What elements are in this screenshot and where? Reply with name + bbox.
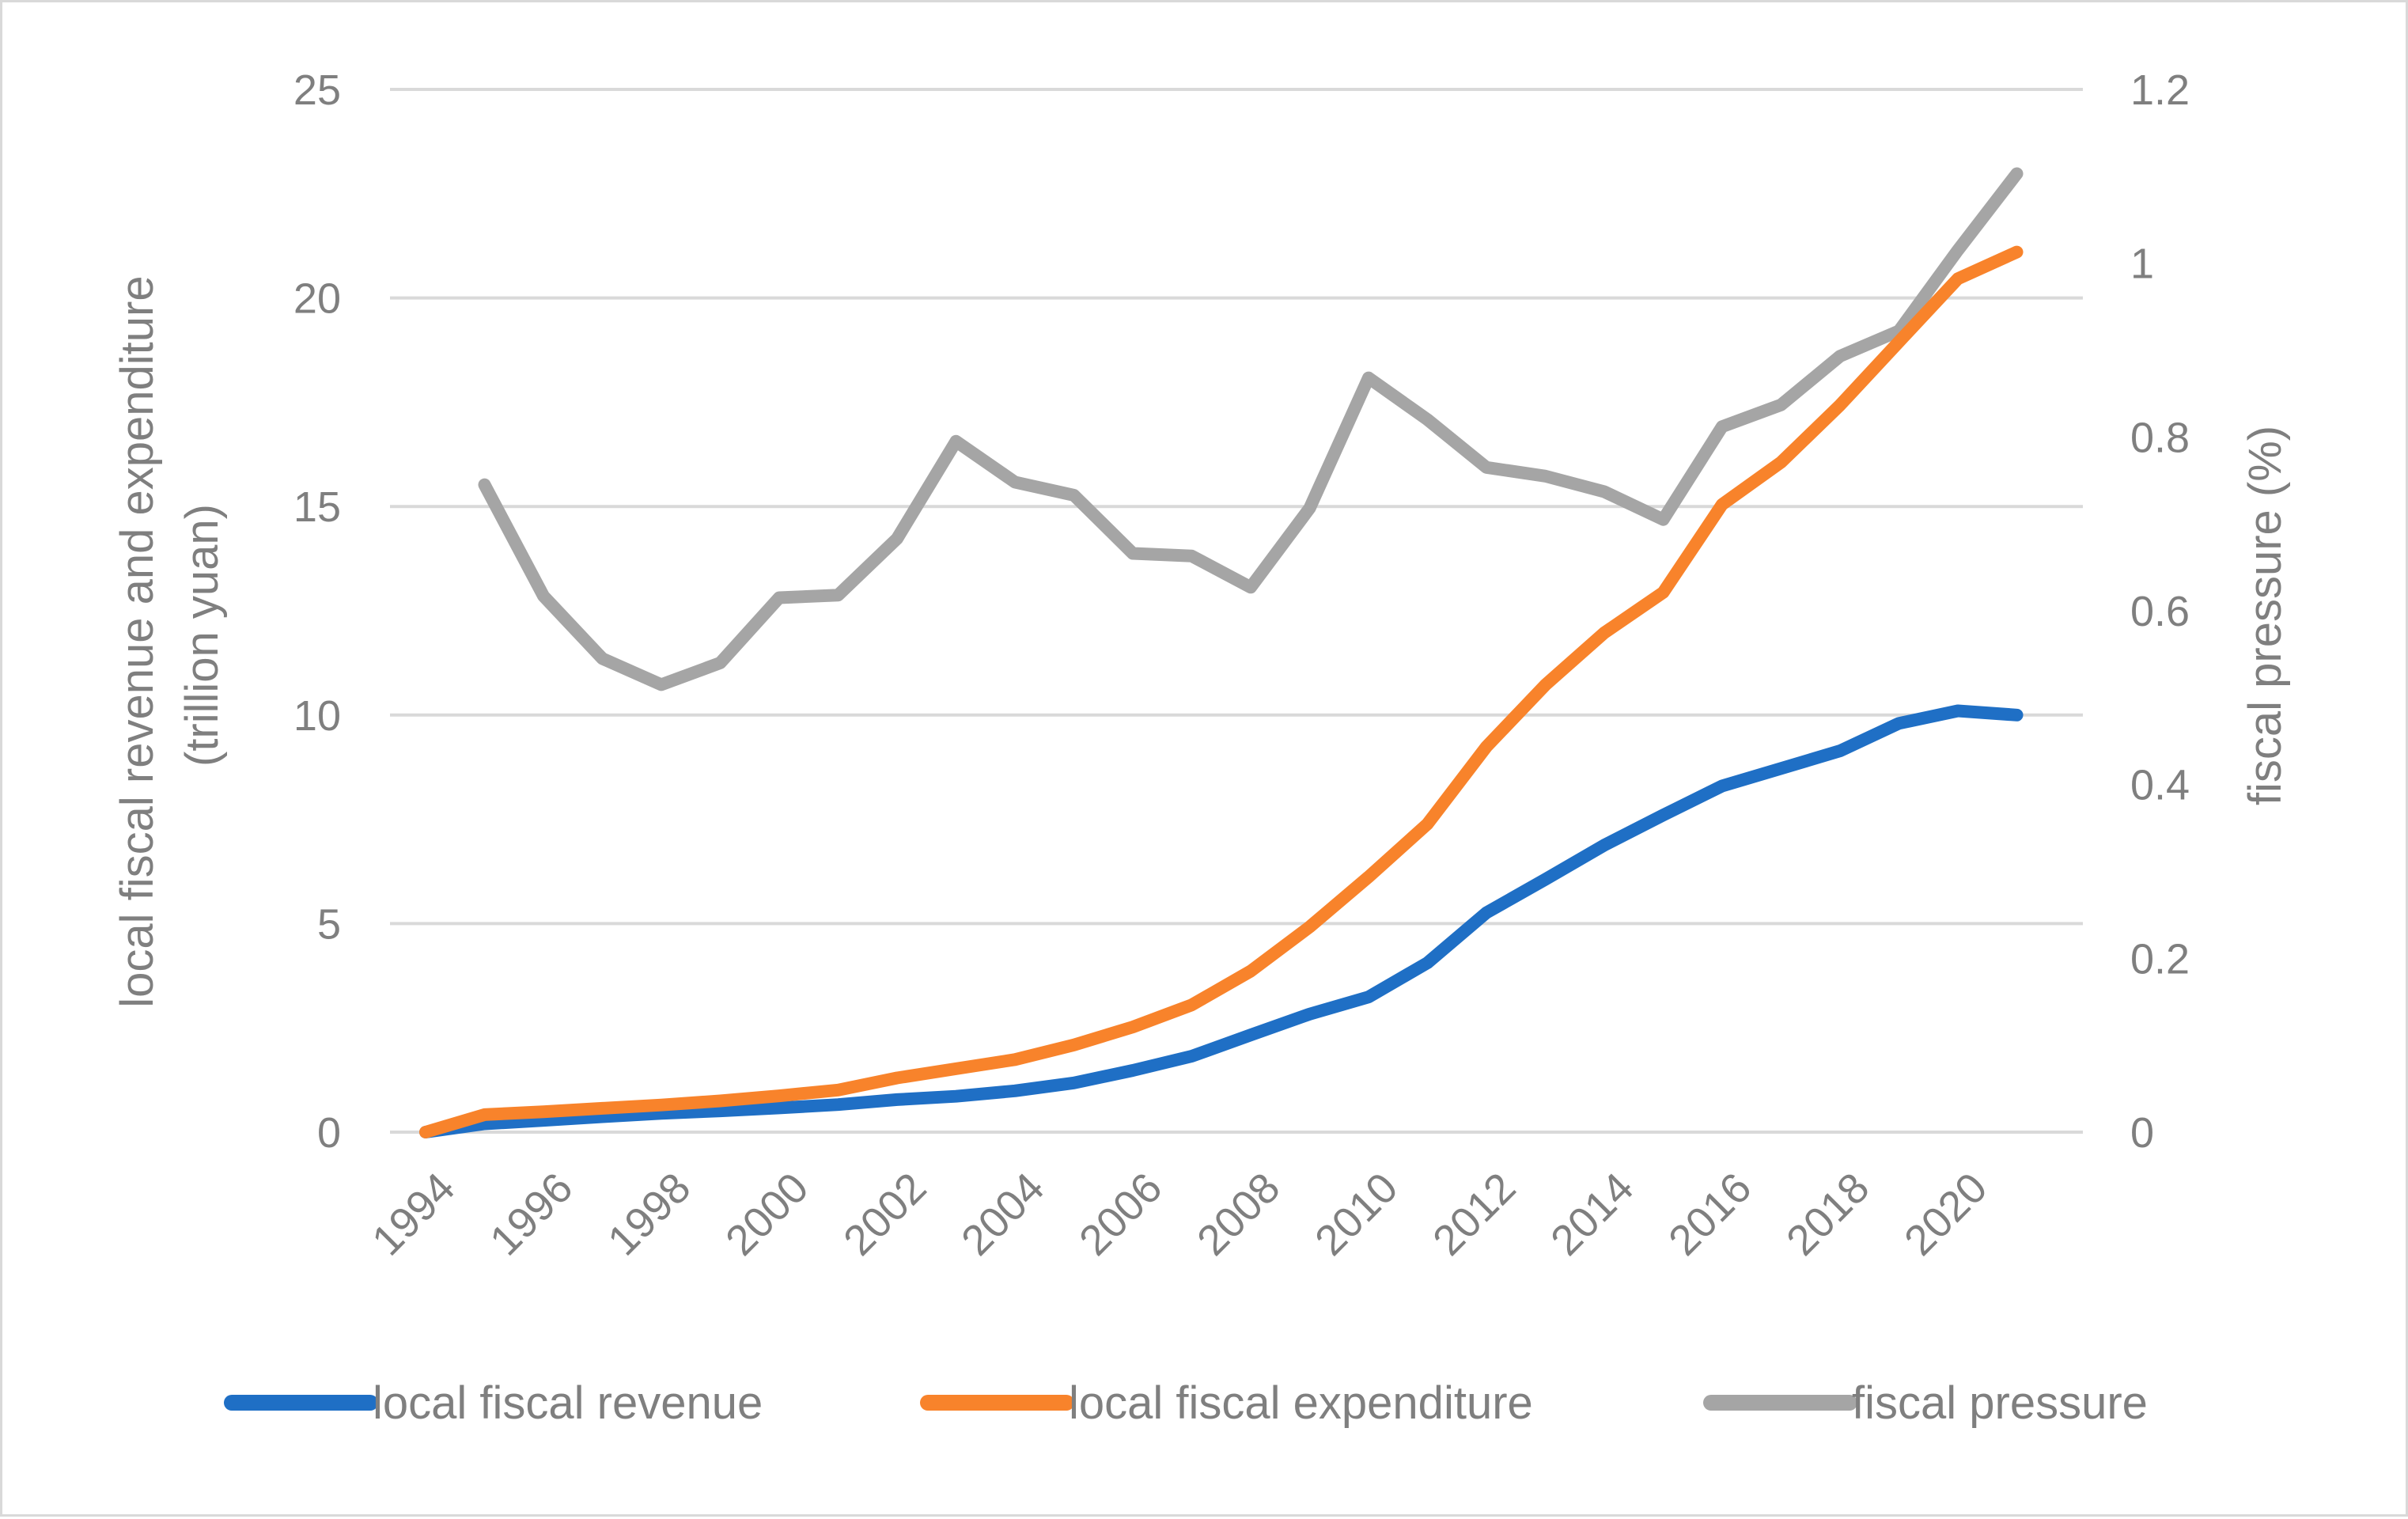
right-tick-label: 0.6 <box>2130 588 2190 635</box>
x-tick-label: 2004 <box>952 1164 1053 1264</box>
x-tick-label: 2002 <box>835 1164 935 1264</box>
x-tick-label: 1994 <box>363 1164 464 1264</box>
left-tick-label: 15 <box>293 483 341 531</box>
series-lines <box>419 167 2024 1138</box>
left-axis-ticks: 0 5 10 15 20 25 <box>293 66 341 1157</box>
x-tick-label: 2016 <box>1660 1164 1760 1264</box>
x-tick-label: 2000 <box>717 1164 817 1264</box>
series-line-local-fiscal-expenditure <box>419 245 2024 1138</box>
left-tick-label: 0 <box>317 1109 341 1157</box>
right-tick-label: 0.8 <box>2130 414 2190 461</box>
right-axis-title: fiscal pressure (%) <box>2240 426 2291 805</box>
right-tick-label: 0.4 <box>2130 762 2190 809</box>
x-axis-ticks: 1994 1996 1998 2000 2002 2004 2006 2008 2010 2012… <box>363 1164 1996 1264</box>
x-tick-label: 2018 <box>1778 1164 1878 1264</box>
x-tick-label: 2014 <box>1542 1164 1642 1264</box>
left-tick-label: 10 <box>293 692 341 740</box>
left-axis-title-line1: local fiscal revenue and expenditure <box>112 275 163 1007</box>
series-line-local-fiscal-revenue <box>419 704 2024 1138</box>
left-tick-label: 5 <box>317 900 341 948</box>
right-tick-label: 1 <box>2130 241 2154 288</box>
x-tick-label: 2020 <box>1895 1164 1996 1264</box>
right-tick-label: 0 <box>2130 1109 2154 1157</box>
x-tick-label: 2006 <box>1070 1164 1171 1264</box>
left-tick-label: 20 <box>293 275 341 323</box>
left-axis-title-line2: (trillion yuan) <box>176 504 228 767</box>
left-axis-title: local fiscal revenue and expenditure (tr… <box>112 263 228 1008</box>
left-tick-label: 25 <box>293 66 341 114</box>
legend: local fiscal revenue local fiscal expend… <box>224 1377 2148 1429</box>
legend-label-revenue: local fiscal revenue <box>373 1377 763 1429</box>
right-axis-ticks: 0 0.2 0.4 0.6 0.8 1 1.2 <box>2130 66 2190 1157</box>
x-tick-label: 2010 <box>1306 1164 1407 1264</box>
right-tick-label: 1.2 <box>2130 66 2190 114</box>
gridlines <box>390 88 2083 1134</box>
x-tick-label: 1998 <box>599 1164 699 1264</box>
x-tick-label: 2012 <box>1424 1164 1524 1264</box>
right-tick-label: 0.2 <box>2130 935 2190 983</box>
x-tick-label: 2008 <box>1188 1164 1289 1264</box>
legend-label-pressure: fiscal pressure <box>1852 1377 2148 1429</box>
series-line-fiscal-pressure <box>478 167 2024 691</box>
legend-label-expenditure: local fiscal expenditure <box>1069 1377 1533 1429</box>
x-tick-label: 1996 <box>481 1164 581 1264</box>
